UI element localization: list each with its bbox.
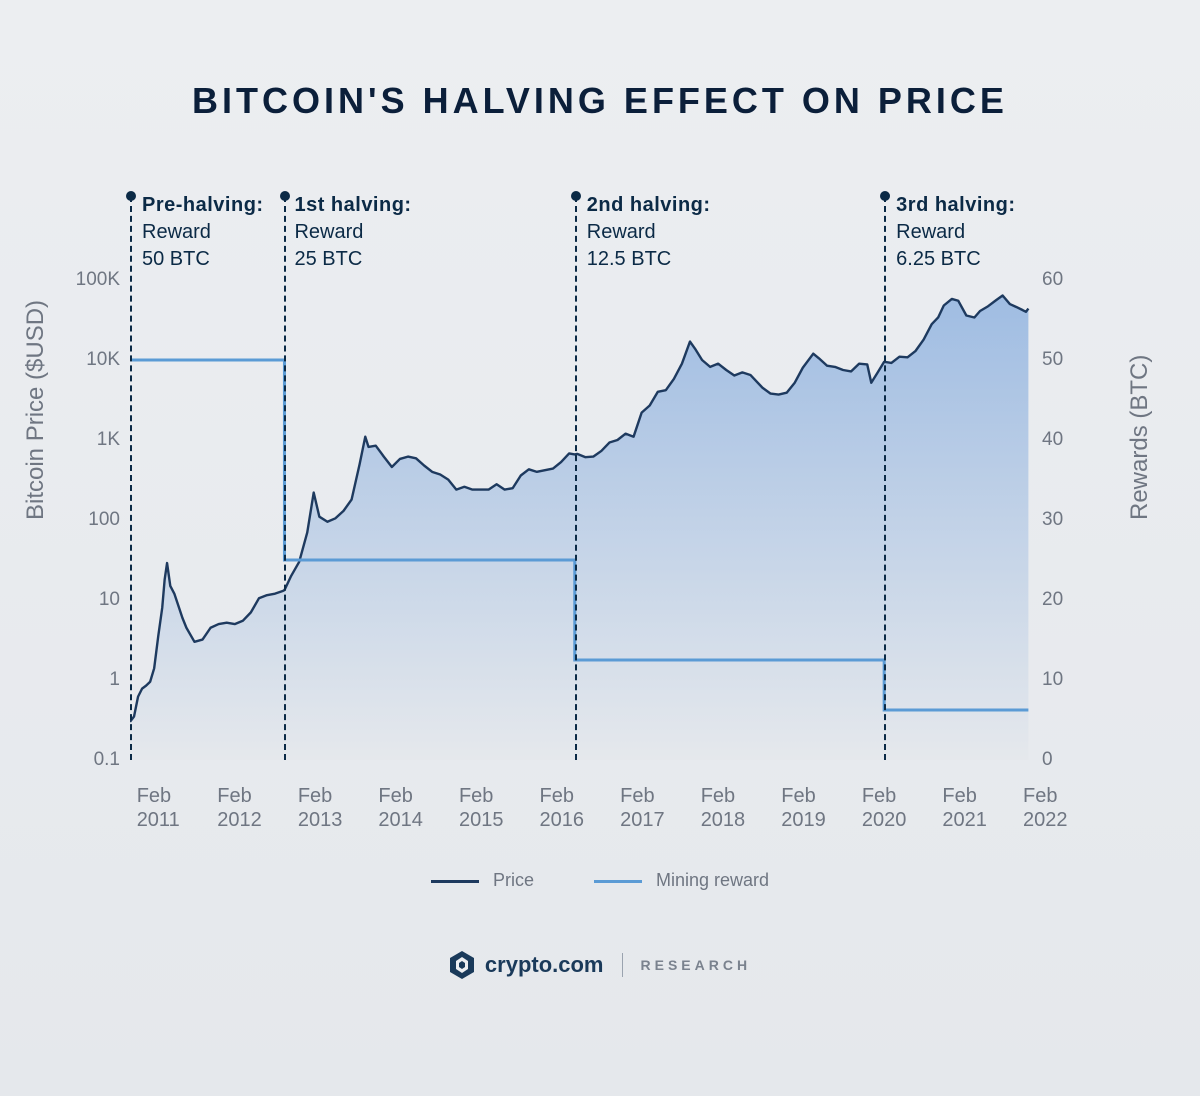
- halving-vline: [130, 196, 132, 760]
- chart-svg: [130, 280, 1030, 760]
- y-left-tick: 0.1: [60, 749, 120, 771]
- chart-legend: Price Mining reward: [0, 870, 1200, 891]
- brand-logo: crypto.com: [449, 950, 604, 980]
- x-tick: Feb2011: [137, 784, 180, 832]
- x-tick: Feb2018: [701, 784, 746, 832]
- legend-swatch: [594, 880, 642, 883]
- y-left-tick: 100: [60, 509, 120, 531]
- legend-item: Mining reward: [594, 870, 769, 891]
- y-right-tick: 60: [1042, 269, 1092, 291]
- y-left-tick: 10: [60, 589, 120, 611]
- y-right-tick: 20: [1042, 589, 1092, 611]
- x-tick: Feb2021: [942, 784, 987, 832]
- y-left-tick: 10K: [60, 349, 120, 371]
- x-tick: Feb2017: [620, 784, 665, 832]
- y-right-tick: 10: [1042, 669, 1092, 691]
- legend-label: Price: [493, 870, 534, 890]
- x-tick: Feb2022: [1023, 784, 1068, 832]
- halving-dot-icon: [280, 191, 290, 201]
- y-left-tick: 1K: [60, 429, 120, 451]
- y-right-tick: 0: [1042, 749, 1092, 771]
- halving-vline: [575, 196, 577, 760]
- y-left-tick: 1: [60, 669, 120, 691]
- brand-separator: [622, 953, 623, 977]
- brand-subtext: RESEARCH: [641, 957, 752, 973]
- x-tick: Feb2016: [540, 784, 585, 832]
- x-tick: Feb2013: [298, 784, 343, 832]
- y-right-tick: 50: [1042, 349, 1092, 371]
- brand-name: crypto.com: [485, 952, 604, 978]
- legend-item: Price: [431, 870, 534, 891]
- legend-label: Mining reward: [656, 870, 769, 890]
- halving-dot-icon: [880, 191, 890, 201]
- halving-dot-icon: [126, 191, 136, 201]
- y-right-tick: 30: [1042, 509, 1092, 531]
- x-tick: Feb2015: [459, 784, 504, 832]
- legend-swatch: [431, 880, 479, 883]
- halving-annotation: 1st halving:Reward25 BTC: [294, 192, 411, 273]
- halving-dot-icon: [571, 191, 581, 201]
- halving-annotation: 3rd halving:Reward6.25 BTC: [896, 192, 1015, 273]
- x-tick: Feb2014: [378, 784, 423, 832]
- y-right-axis-label: Rewards (BTC): [1126, 355, 1154, 520]
- y-left-axis-label: Bitcoin Price ($USD): [22, 300, 50, 520]
- y-left-tick: 100K: [60, 269, 120, 291]
- brand-footer: crypto.com RESEARCH: [0, 950, 1200, 980]
- halving-vline: [284, 196, 286, 760]
- infographic-canvas: BITCOIN'S HALVING EFFECT ON PRICE Bitcoi…: [0, 0, 1200, 1096]
- halving-annotation: 2nd halving:Reward12.5 BTC: [587, 192, 711, 273]
- crypto-hex-icon: [449, 950, 475, 980]
- chart-title: BITCOIN'S HALVING EFFECT ON PRICE: [0, 80, 1200, 122]
- plot-area: [130, 280, 1030, 760]
- y-right-tick: 40: [1042, 429, 1092, 451]
- x-tick: Feb2020: [862, 784, 907, 832]
- x-tick: Feb2019: [781, 784, 826, 832]
- halving-vline: [884, 196, 886, 760]
- price-area-fill: [130, 296, 1028, 760]
- halving-annotation: Pre-halving:Reward50 BTC: [142, 192, 264, 273]
- x-tick: Feb2012: [217, 784, 262, 832]
